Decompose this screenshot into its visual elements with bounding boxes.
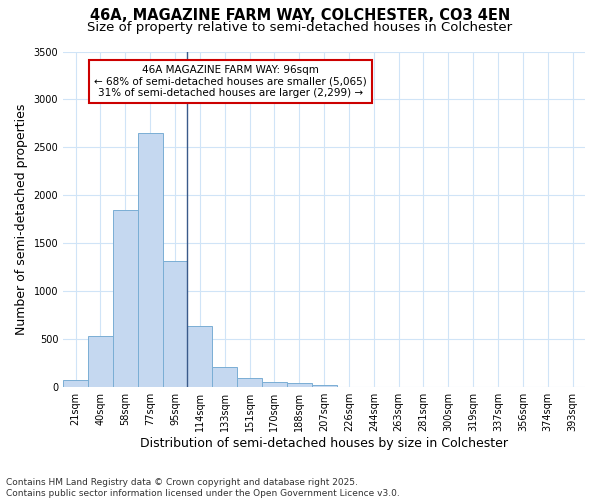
Bar — [63, 380, 88, 387]
Bar — [237, 378, 262, 387]
Text: 46A MAGAZINE FARM WAY: 96sqm
← 68% of semi-detached houses are smaller (5,065)
3: 46A MAGAZINE FARM WAY: 96sqm ← 68% of se… — [94, 65, 367, 98]
Text: Contains HM Land Registry data © Crown copyright and database right 2025.
Contai: Contains HM Land Registry data © Crown c… — [6, 478, 400, 498]
Text: Size of property relative to semi-detached houses in Colchester: Size of property relative to semi-detach… — [88, 21, 512, 34]
Bar — [311, 386, 337, 387]
Y-axis label: Number of semi-detached properties: Number of semi-detached properties — [15, 104, 28, 335]
Bar — [212, 367, 237, 387]
X-axis label: Distribution of semi-detached houses by size in Colchester: Distribution of semi-detached houses by … — [140, 437, 508, 450]
Bar — [287, 384, 311, 387]
Bar — [187, 326, 212, 387]
Bar — [262, 382, 287, 387]
Bar — [337, 386, 361, 387]
Bar — [163, 260, 187, 387]
Bar — [88, 336, 113, 387]
Text: 46A, MAGAZINE FARM WAY, COLCHESTER, CO3 4EN: 46A, MAGAZINE FARM WAY, COLCHESTER, CO3 … — [90, 8, 510, 22]
Bar — [138, 133, 163, 387]
Bar — [113, 210, 138, 387]
